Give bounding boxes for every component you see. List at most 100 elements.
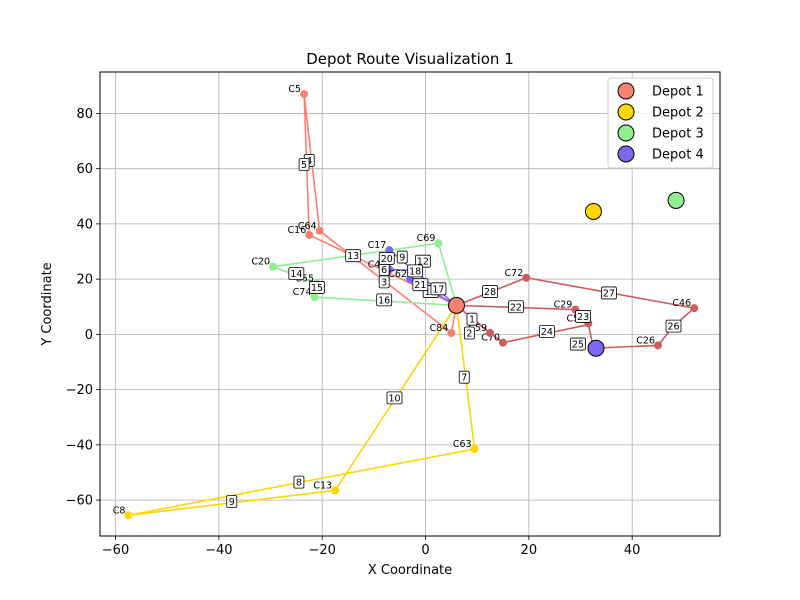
legend-label: Depot 3	[652, 127, 704, 142]
customer-point	[470, 445, 479, 453]
x-tick: −20	[308, 536, 336, 558]
x-axis-label: X Coordinate	[368, 563, 452, 578]
svg-text:10: 10	[388, 393, 400, 404]
customer-label: C62	[388, 269, 407, 280]
x-tick-label: 40	[624, 543, 641, 558]
edge-label: 14	[288, 267, 305, 280]
x-tick: −60	[102, 536, 129, 558]
y-tick-label: −40	[66, 438, 93, 453]
svg-text:16: 16	[378, 295, 390, 306]
y-axis-label: Y Coordinate	[40, 262, 55, 346]
edge-label: 10	[386, 391, 403, 404]
legend-item: Depot 2	[617, 103, 704, 121]
svg-text:6: 6	[381, 265, 387, 276]
customer-label: C69	[417, 233, 436, 244]
x-tick-label: −40	[205, 543, 232, 558]
customer-point	[331, 486, 340, 495]
depot-marker	[587, 339, 605, 357]
customer-label: C44	[368, 259, 387, 270]
edge-label: 9	[226, 495, 238, 508]
svg-text:20: 20	[381, 254, 393, 265]
customer-label: C8	[113, 505, 126, 516]
customer-label: C74	[293, 287, 312, 298]
y-tick-label: 0	[85, 328, 93, 343]
customer-point	[315, 226, 324, 235]
customer-point	[124, 511, 133, 520]
edge-label: 15	[309, 281, 325, 294]
customer-point	[434, 239, 443, 248]
plot-frame	[99, 71, 721, 537]
customer-label: C16	[288, 225, 307, 236]
customer-point	[654, 341, 662, 350]
y-tick: −40	[66, 438, 100, 453]
legend-item: Depot 3	[617, 124, 704, 142]
customer-point	[269, 262, 278, 271]
edge-label: 24	[539, 325, 555, 338]
edge-label: 9	[396, 250, 408, 264]
svg-text:9: 9	[229, 497, 235, 508]
x-tick: 0	[421, 536, 430, 558]
edge-label: 21	[412, 278, 429, 291]
svg-text:28: 28	[484, 287, 496, 298]
legend-marker	[617, 124, 635, 142]
depot-marker	[448, 296, 465, 314]
y-tick-label: 60	[76, 162, 93, 177]
svg-text:25: 25	[572, 340, 584, 351]
y-tick: 0	[85, 328, 100, 343]
edge-label: 13	[345, 249, 362, 262]
legend-label: Depot 4	[652, 148, 704, 163]
customer-point	[522, 273, 531, 282]
x-tick: −40	[205, 536, 233, 558]
x-tick: 20	[521, 536, 537, 558]
legend-label: Depot 2	[652, 106, 704, 121]
customer-point	[310, 293, 319, 302]
customer-label: C84	[430, 323, 449, 334]
svg-text:1: 1	[469, 315, 475, 326]
customer-label: C29	[554, 300, 573, 311]
customer-label: C20	[251, 257, 270, 268]
edge-label: 8	[293, 475, 305, 489]
svg-text:13: 13	[347, 251, 359, 262]
y-tick: 20	[76, 273, 100, 288]
customer-label: C55	[295, 273, 314, 284]
edge-label: 5	[298, 158, 310, 171]
y-tick-label: 40	[76, 217, 93, 232]
legend: Depot 1 Depot 2 Depot 3 Depot 4	[607, 77, 714, 169]
svg-text:3: 3	[381, 277, 387, 288]
customer-point	[300, 90, 309, 99]
customer-label: C5	[288, 84, 301, 95]
y-tick-label: −60	[66, 494, 93, 509]
y-tick: −60	[66, 494, 100, 509]
edge-label: 2	[464, 326, 475, 340]
edge-label: 12	[415, 254, 431, 268]
legend-marker	[617, 103, 635, 121]
customer-point	[447, 329, 456, 337]
customer-label: C64	[298, 221, 317, 232]
customer-label: C70	[481, 333, 500, 344]
x-tick: 40	[624, 536, 641, 558]
chart-title: Depot Route Visualization 1	[306, 50, 514, 68]
legend-label: Depot 1	[652, 85, 704, 100]
svg-text:2: 2	[466, 329, 472, 340]
depots	[448, 191, 685, 357]
customer-label: C46	[672, 298, 691, 309]
customer-point	[486, 329, 495, 337]
edge-label: 17	[430, 282, 447, 295]
x-tick-label: −60	[102, 543, 129, 558]
svg-text:18: 18	[409, 266, 421, 277]
depot-marker	[584, 202, 602, 220]
customer-label: C26	[636, 335, 655, 346]
edge-label: 6	[378, 263, 390, 276]
edge-label: 16	[376, 293, 393, 306]
customer-label: C17	[368, 240, 387, 251]
x-tick-label: 0	[421, 543, 429, 558]
legend-marker	[617, 82, 635, 100]
edge-label: 28	[482, 285, 498, 298]
y-tick-label: −20	[66, 383, 93, 398]
customer-label: C63	[453, 439, 472, 450]
svg-text:9: 9	[399, 253, 405, 264]
edge-labels: 1234567899101112131415161718202122232425…	[226, 153, 682, 508]
svg-text:14: 14	[290, 269, 302, 280]
